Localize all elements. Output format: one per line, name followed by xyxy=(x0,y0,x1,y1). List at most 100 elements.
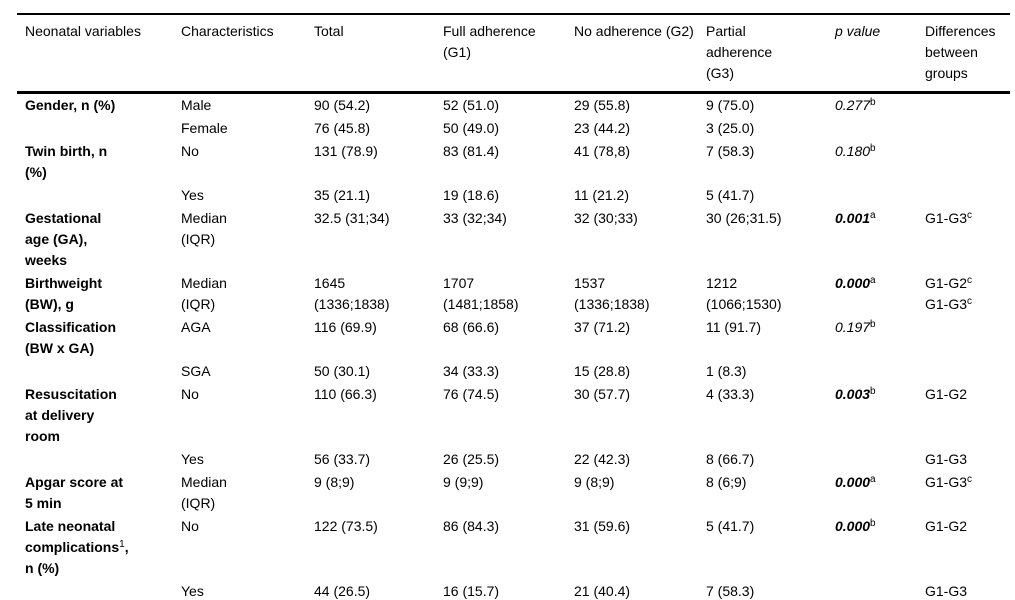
g1-cell: 33 (32;34) xyxy=(443,210,507,226)
table-row: Female 76 (45.8) 50 (49.0) 23 (44.2) 3 (25.0… xyxy=(17,117,1010,140)
p-value: 0.003 xyxy=(835,386,871,402)
difference-entry: G1-G2c xyxy=(925,275,973,291)
column-header: p value xyxy=(835,14,925,94)
p-value-cell xyxy=(835,184,925,207)
g1-cell: 1707 (1481;1858) xyxy=(443,275,519,312)
p-value: 0.277 xyxy=(835,97,871,113)
column-header: Characteristics xyxy=(181,14,314,94)
g3-cell: 11 (91.7) xyxy=(706,319,761,335)
total-cell: 76 (45.8) xyxy=(314,120,371,136)
variable-cell xyxy=(17,117,181,140)
total-cell: 35 (21.1) xyxy=(314,187,371,203)
g2-cell: 30 (57.7) xyxy=(574,386,631,402)
p-value-cell: 0.003b xyxy=(835,383,925,448)
g3-cell: 4 (33.3) xyxy=(706,386,755,402)
variable-cell xyxy=(17,184,181,207)
variable-cell: Gestational age (GA), weeks xyxy=(25,210,102,268)
variable-cell xyxy=(17,360,181,383)
p-value-cell: 0.180b xyxy=(835,140,925,184)
difference-entry: G1-G2 xyxy=(925,518,968,534)
g3-cell: 9 (75.0) xyxy=(706,97,755,113)
column-header: Full adherence (G1) xyxy=(443,14,574,94)
differences-cell xyxy=(925,316,1010,360)
characteristic-cell: AGA xyxy=(181,319,211,335)
total-cell: 110 (66.3) xyxy=(314,386,377,402)
g1-cell: 26 (25.5) xyxy=(443,451,500,467)
differences-cell xyxy=(925,184,1010,207)
footnote-marker: 1 xyxy=(119,539,125,550)
table-header-row: Neonatal variables Characteristics Total Fu… xyxy=(17,14,1010,94)
total-cell: 122 (73.5) xyxy=(314,518,378,534)
g2-cell: 21 (40.4) xyxy=(574,583,631,599)
column-header: Total xyxy=(314,14,443,94)
g3-cell: 7 (58.3) xyxy=(706,583,755,599)
neonatal-variables-table: Neonatal variables Characteristics Total Fu… xyxy=(17,13,1010,600)
g2-cell: 22 (42.3) xyxy=(574,451,631,467)
table-row: Twin birth, n (%) No 131 (78.9) 83 (81.4) 41… xyxy=(17,140,1010,184)
characteristic-cell: SGA xyxy=(181,363,211,379)
difference-footnote-marker: c xyxy=(967,474,973,485)
g3-cell: 1212 (1066;1530) xyxy=(706,275,782,312)
g2-cell: 15 (28.8) xyxy=(574,363,631,379)
characteristic-cell: No xyxy=(181,386,199,402)
total-cell: 90 (54.2) xyxy=(314,97,371,113)
differences-cell: G1-G3c xyxy=(925,207,1010,272)
p-value-footnote-marker: b xyxy=(870,143,876,154)
difference-entry: G1-G3c xyxy=(925,210,973,226)
variable-cell: Resuscitation at delivery room xyxy=(25,386,117,444)
characteristic-cell: Female xyxy=(181,120,228,136)
characteristic-cell: Yes xyxy=(181,451,204,467)
table-row: Yes 44 (26.5) 16 (15.7) 21 (40.4) 7 (58.3) G1… xyxy=(17,580,1010,600)
total-cell: 131 (78.9) xyxy=(314,143,378,159)
variable-cell: Twin birth, n (%) xyxy=(25,143,108,180)
g2-cell: 37 (71.2) xyxy=(574,319,631,335)
characteristic-cell: No xyxy=(181,518,199,534)
differences-cell: G1-G3 xyxy=(925,580,1010,600)
differences-cell: G1-G2 xyxy=(925,515,1010,580)
g3-cell: 1 (8.3) xyxy=(706,363,747,379)
characteristic-cell: No xyxy=(181,143,199,159)
table-row: Gestational age (GA), weeks Median (IQR) 3… xyxy=(17,207,1010,272)
differences-cell: G1-G2c G1-G3c xyxy=(925,272,1010,316)
differences-cell: G1-G3c xyxy=(925,471,1010,515)
table-row: Birthweight (BW), g Median (IQR) 1645 (133… xyxy=(17,272,1010,316)
difference-footnote-marker: c xyxy=(967,296,973,307)
table-row: Gender, n (%) Male 90 (54.2) 52 (51.0) 29 (5… xyxy=(17,93,1010,118)
g1-cell: 83 (81.4) xyxy=(443,143,500,159)
characteristic-cell: Median (IQR) xyxy=(181,474,227,511)
g2-cell: 32 (30;33) xyxy=(574,210,638,226)
variable-cell xyxy=(17,448,181,471)
variable-cell: Gender, n (%) xyxy=(25,97,116,113)
p-value-cell: 0.000b xyxy=(835,515,925,580)
g1-cell: 86 (84.3) xyxy=(443,518,500,534)
p-value-footnote-marker: b xyxy=(870,518,876,529)
table-row: Late neonatal complications1, n (%) No 122… xyxy=(17,515,1010,580)
differences-cell xyxy=(925,140,1010,184)
g3-cell: 5 (41.7) xyxy=(706,187,755,203)
p-value-cell: 0.197b xyxy=(835,316,925,360)
difference-entry: G1-G3c xyxy=(925,296,973,312)
p-value-cell xyxy=(835,448,925,471)
characteristic-cell: Yes xyxy=(181,187,204,203)
total-cell: 32.5 (31;34) xyxy=(314,210,390,226)
p-value: 0.180 xyxy=(835,143,871,159)
p-value-footnote-marker: a xyxy=(870,275,876,286)
g2-cell: 11 (21.2) xyxy=(574,187,629,203)
variable-cell: Apgar score at 5 min xyxy=(25,474,124,511)
g3-cell: 7 (58.3) xyxy=(706,143,755,159)
total-cell: 1645 (1336;1838) xyxy=(314,275,390,312)
table-row: Classification (BW x GA) AGA 116 (69.9) 68 … xyxy=(17,316,1010,360)
p-value: 0.000 xyxy=(835,474,871,490)
total-cell: 56 (33.7) xyxy=(314,451,371,467)
p-value-footnote-marker: a xyxy=(870,474,876,485)
table-row: Resuscitation at delivery room No 110 (66.… xyxy=(17,383,1010,448)
p-value: 0.001 xyxy=(835,210,871,226)
p-value-cell xyxy=(835,360,925,383)
g3-cell: 8 (6;9) xyxy=(706,474,747,490)
p-value: 0.000 xyxy=(835,518,871,534)
p-value-cell xyxy=(835,117,925,140)
neonatal-variables-table-container: Neonatal variables Characteristics Total Fu… xyxy=(17,13,1010,600)
table-header: Neonatal variables Characteristics Total Fu… xyxy=(17,14,1010,94)
g1-cell: 52 (51.0) xyxy=(443,97,500,113)
column-header: No adherence (G2) xyxy=(574,14,706,94)
